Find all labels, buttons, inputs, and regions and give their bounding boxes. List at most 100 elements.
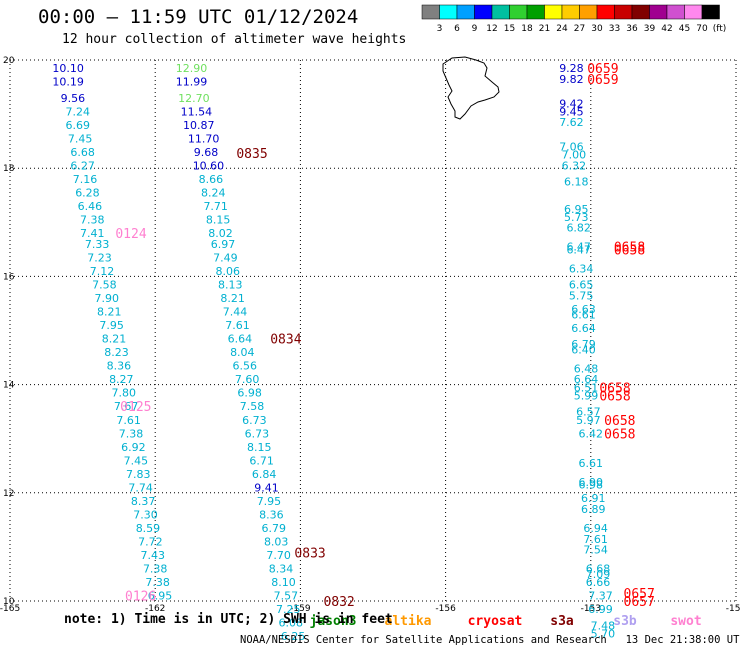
wave-height-label: 7.06 — [559, 141, 584, 154]
colorbar-swatch — [579, 4, 598, 20]
wave-height-label: 7.72 — [138, 535, 163, 548]
wave-height-label: 7.09 — [586, 568, 611, 581]
wave-height-label: 7.45 — [124, 454, 149, 467]
legend-entry-s3a: s3a — [550, 614, 574, 629]
colorbar-swatch — [421, 4, 440, 20]
wave-height-label: 7.54 — [583, 544, 608, 557]
wave-height-label: 6.73 — [242, 414, 267, 427]
time-label: 0833 — [294, 546, 325, 561]
chart-grid: -165 -162 -159 -156 -153 -150 10 12 14 16 18 20 — [0, 56, 740, 614]
wave-height-label: 7.12 — [90, 265, 115, 278]
chart-title: 00:00 – 11:59 UTC 01/12/2024 — [38, 6, 359, 28]
wave-height-label: 7.38 — [119, 427, 144, 440]
wave-height-label: 7.80 — [111, 387, 136, 400]
wave-height-label: 6.97 — [211, 238, 236, 251]
wave-height-label: 8.21 — [220, 292, 245, 305]
wave-height-label: 6.25 — [281, 630, 306, 643]
wave-height-label: 6.56 — [232, 360, 257, 373]
wave-height-label: 7.90 — [95, 292, 120, 305]
wave-height-label: 7.24 — [66, 105, 91, 118]
x-tick-label: -165 — [0, 604, 20, 614]
wave-height-label: 7.38 — [143, 563, 168, 576]
wave-height-label: 10.10 — [52, 62, 84, 75]
wave-height-label: 8.13 — [218, 279, 243, 292]
x-tick-label: -153 — [581, 604, 601, 614]
wave-height-label: 7.62 — [559, 116, 584, 129]
wave-height-label: 6.84 — [252, 468, 277, 481]
wave-height-label: 6.08 — [278, 617, 303, 630]
wave-height-label: 10.60 — [193, 159, 225, 172]
time-label: 0126 — [125, 590, 156, 605]
wave-height-label: 7.67 — [114, 400, 139, 413]
wave-height-label: 11.70 — [188, 132, 220, 145]
wave-height-label: 8.36 — [259, 508, 284, 521]
legend: jason3 altika cryosat s3a s3b swot — [310, 614, 702, 629]
colorbar-tick-label: 24 — [556, 24, 568, 34]
colorbar-tick-label: 9 — [472, 24, 478, 34]
time-label: 0124 — [115, 227, 146, 242]
wave-height-label: 7.25 — [276, 603, 301, 616]
wave-height-label: 6.65 — [569, 279, 594, 292]
legend-entry-jason3: jason3 — [310, 614, 357, 629]
wave-height-label: 6.57 — [576, 406, 601, 419]
wave-height-label: 6.47 — [566, 243, 591, 256]
wave-height-label: 7.95 — [257, 495, 282, 508]
wave-height-label: 8.02 — [208, 227, 233, 240]
wave-height-label: 6.79 — [262, 522, 287, 535]
wave-height-label: 6.51 — [574, 381, 599, 394]
wave-height-label: 9.28 — [559, 62, 584, 75]
wave-height-label: 6.34 — [569, 262, 594, 275]
wave-height-label: 6.32 — [562, 159, 587, 172]
y-tick-label: 10 — [3, 597, 15, 607]
colorbar-swatch — [491, 4, 510, 20]
colorbar-tick-label: 39 — [644, 24, 656, 34]
legend-entry-altika: altika — [385, 614, 432, 629]
colorbar-tick-label: 33 — [609, 24, 620, 34]
y-tick-label: 16 — [3, 272, 15, 282]
colorbar-swatch — [666, 4, 685, 20]
wave-height-label: 7.61 — [116, 414, 141, 427]
wave-height-label: 8.34 — [269, 563, 294, 576]
colorbar-tick-label: 36 — [626, 24, 638, 34]
wave-height-label: 6.98 — [237, 387, 262, 400]
wave-height-label: 10.87 — [183, 119, 215, 132]
wave-height-label: 5.97 — [576, 414, 601, 427]
wave-height-label: 6.68 — [70, 146, 95, 159]
time-label: 0125 — [120, 400, 151, 415]
wave-height-label: 7.43 — [141, 549, 166, 562]
wave-height-label: 6.47 — [566, 241, 591, 254]
footer-credit: NOAA/NESDIS Center for Satellite Applica… — [240, 634, 740, 646]
wave-height-label: 7.37 — [588, 590, 613, 603]
wave-height-label: 6.95 — [564, 203, 589, 216]
wave-height-label: 6.48 — [574, 362, 599, 375]
time-label: 0659 — [587, 62, 618, 77]
x-tick-label: -159 — [290, 604, 311, 614]
wave-height-label: 7.23 — [87, 251, 112, 264]
wave-height-label: 6.95 — [148, 590, 173, 603]
wave-height-label: 7.38 — [145, 576, 170, 589]
wave-height-label: 8.27 — [109, 373, 134, 386]
wave-height-label: 5.70 — [591, 627, 616, 640]
wave-height-label: 8.23 — [104, 346, 129, 359]
colorbar-swatch — [649, 4, 668, 20]
colorbar-tick-label: 12 — [486, 24, 497, 34]
wave-height-label: 6.79 — [571, 338, 596, 351]
wave-height-label: 7.71 — [203, 200, 228, 213]
wave-height-label: 6.64 — [228, 333, 253, 346]
time-label: 0658 — [614, 243, 645, 258]
wave-height-label: 8.03 — [264, 535, 289, 548]
colorbar-tick-label: 15 — [504, 24, 515, 34]
wave-height-label: 6.94 — [583, 522, 608, 535]
y-tick-label: 18 — [3, 164, 15, 174]
wave-height-label: 7.30 — [133, 508, 158, 521]
colorbar-swatch — [631, 4, 650, 20]
wave-height-label: 6.27 — [70, 159, 95, 172]
wave-height-label: 6.64 — [571, 322, 596, 335]
wave-height-label: 6.82 — [566, 222, 591, 235]
wave-height-label: 6.61 — [571, 308, 596, 321]
x-tick-label: -162 — [145, 604, 165, 614]
wave-height-label: 5.75 — [569, 289, 594, 302]
wave-height-label: 8.36 — [107, 360, 132, 373]
wave-height-label: 7.95 — [99, 319, 124, 332]
